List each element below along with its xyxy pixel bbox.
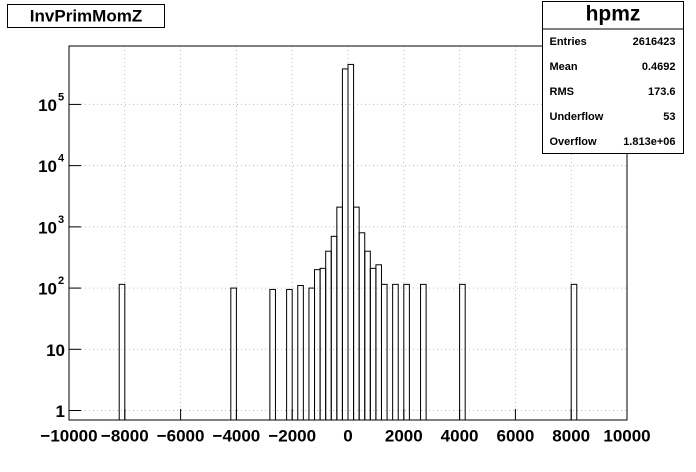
bar <box>380 283 388 421</box>
y-tick-label: 10 <box>38 96 57 115</box>
stats-value: 0.4692 <box>642 61 676 73</box>
stats-label: Entries <box>550 36 587 48</box>
x-tick-label: −10000 <box>40 426 97 445</box>
y-tick-label: 10 <box>46 341 65 360</box>
bar <box>269 288 276 421</box>
stats-value: 2616423 <box>633 36 676 48</box>
bar <box>392 283 399 421</box>
title-box <box>7 4 165 28</box>
x-tick-label: 2000 <box>385 426 423 445</box>
x-tick-label: 8000 <box>552 426 590 445</box>
stats-value: 53 <box>663 111 675 123</box>
stats-label: RMS <box>550 86 574 98</box>
chart-title: InvPrimMomZ <box>30 6 142 25</box>
x-tick-label: 10000 <box>603 426 650 445</box>
x-tick-label: 0 <box>343 426 352 445</box>
bar <box>459 283 466 421</box>
y-tick-label: 10 <box>38 218 57 237</box>
bar <box>286 288 293 421</box>
y-tick-exponent: 4 <box>58 153 65 165</box>
x-tick-label: −6000 <box>157 426 205 445</box>
x-tick-label: 6000 <box>496 426 534 445</box>
stats-value: 173.6 <box>648 86 676 98</box>
stats-label: Underflow <box>550 111 604 123</box>
bar <box>420 283 427 421</box>
bar <box>570 283 578 421</box>
stats-box <box>542 1 684 154</box>
y-tick-label: 10 <box>38 157 57 176</box>
stats-title: hpmz <box>586 3 641 26</box>
stats-label: Overflow <box>550 136 598 148</box>
y-tick-label: 1 <box>56 402 65 421</box>
x-tick-label: 4000 <box>441 426 479 445</box>
bar <box>403 283 410 421</box>
y-tick-label: 10 <box>38 280 57 299</box>
y-tick-exponent: 2 <box>58 275 64 287</box>
bar <box>118 283 126 421</box>
stats-label: Mean <box>550 61 578 73</box>
bar <box>297 285 304 421</box>
bar <box>230 287 237 421</box>
x-tick-label: −8000 <box>101 426 149 445</box>
x-tick-label: −4000 <box>213 426 261 445</box>
y-tick-exponent: 5 <box>58 91 64 103</box>
y-tick-exponent: 3 <box>58 214 64 226</box>
x-tick-label: −2000 <box>268 426 316 445</box>
stats-value: 1.813e+06 <box>623 136 675 148</box>
